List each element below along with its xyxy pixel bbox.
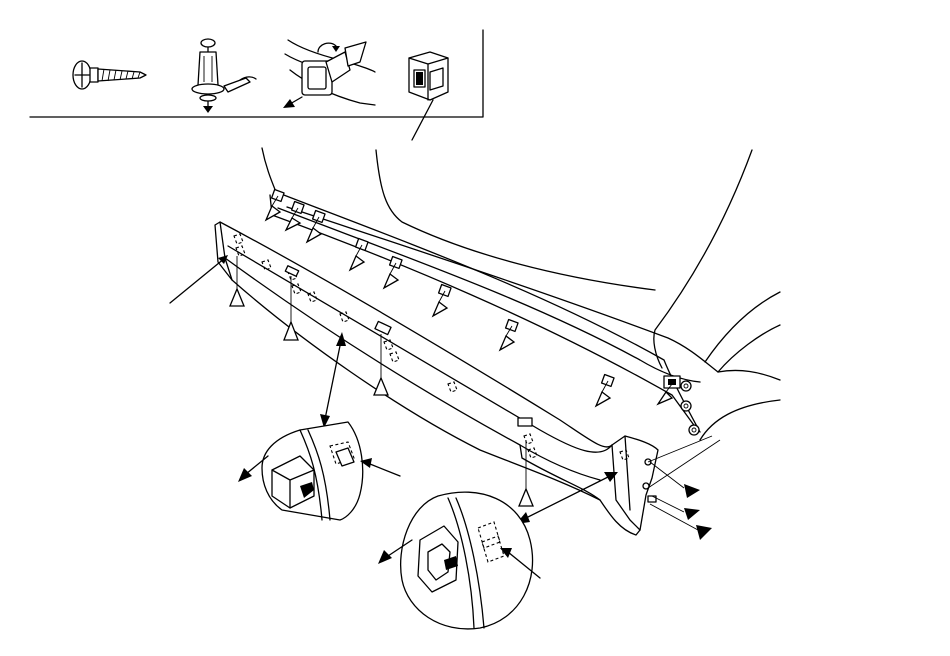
screw-marker [684,508,700,520]
clip-receptacle-icon [408,51,449,101]
clip-marker [284,207,302,232]
body-clip-holes [270,188,615,388]
clip-marker [373,334,389,396]
receptacle-leader [411,99,434,141]
clip-marker [382,262,400,290]
callout-rear-label-leader [507,551,541,579]
screw-markers [647,435,721,540]
clip-marker [594,380,612,408]
clip-removal-icon [283,39,376,108]
push-clip-icon [191,38,257,113]
screw-marker [696,525,712,540]
fastener-legend [29,29,484,141]
clip-marker [348,244,366,272]
clip-marker [431,290,449,318]
clip-markers [229,195,674,507]
clip-marker [656,383,674,406]
clip-marker [518,440,534,507]
callout-front-label-leader [369,463,401,477]
callout-front-leader [323,335,343,425]
clip-marker [229,256,245,307]
clip-marker [305,216,323,244]
legend-border [29,29,484,118]
screw-icon [72,60,147,90]
detail-callout-front [238,332,401,521]
screw-marker [684,484,700,498]
callout-rear-leader [517,473,615,523]
clip-marker [283,276,299,341]
panel-leader [169,257,226,304]
clip-marker [498,325,516,352]
detail-callout-rear [378,472,618,630]
clip-marker [264,195,282,222]
